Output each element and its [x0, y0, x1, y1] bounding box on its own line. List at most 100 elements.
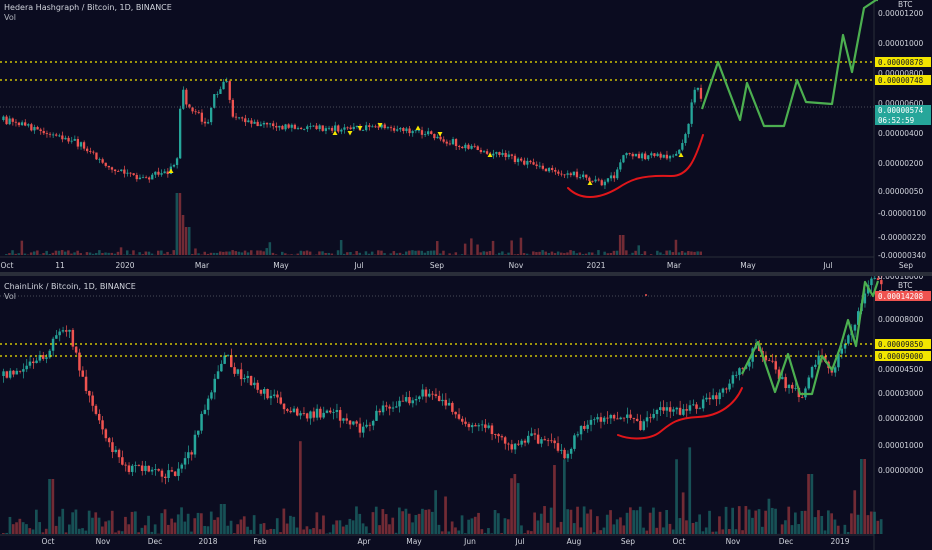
chart-pane-hbar-btc[interactable]: 0.00001200 0.00001000 0.00000800 0.00000600… [0, 0, 932, 272]
candle-body [64, 137, 67, 140]
time-tick-label: Dec [779, 537, 794, 546]
volume-bar [556, 527, 560, 534]
candle-body [408, 128, 411, 134]
candle-body [349, 127, 352, 130]
candle-body [695, 404, 698, 409]
volume-bar [188, 227, 191, 255]
candle-body [566, 173, 569, 175]
volume-bar [322, 515, 325, 534]
link-btc-chart[interactable]: 0.000160000.000120000.000080000.00006000… [0, 276, 932, 550]
volume-label[interactable]: Vol [4, 292, 16, 301]
candle-body [324, 128, 327, 131]
price-tick-label: 0.00000400 [878, 129, 924, 138]
volume-bar [57, 250, 61, 255]
candle-body [692, 404, 695, 406]
volume-label[interactable]: Vol [4, 13, 16, 22]
candle-body [527, 435, 530, 443]
volume-bar [677, 252, 681, 255]
candle-body [231, 99, 234, 117]
candle-body [216, 371, 220, 379]
candle-body [200, 413, 203, 431]
candle-body [553, 440, 556, 444]
volume-bar [553, 253, 557, 255]
volume-bar [45, 250, 48, 255]
volume-bar [704, 527, 708, 534]
volume-bar [20, 240, 24, 255]
volume-bar [11, 250, 14, 255]
volume-bar [383, 253, 386, 255]
candle-body [35, 360, 38, 364]
volume-bar [120, 531, 124, 534]
candle-body [45, 357, 48, 359]
candle-body [98, 413, 101, 421]
candle-body [281, 125, 284, 130]
candle-body [104, 429, 108, 439]
volume-bar [454, 527, 457, 534]
candle-body [602, 417, 606, 422]
candle-body [140, 465, 144, 471]
candle-body [550, 440, 553, 442]
time-tick-label: 2019 [830, 537, 849, 546]
volume-bar [662, 254, 665, 255]
volume-bar [157, 250, 160, 255]
volume-bar [370, 251, 374, 255]
candle-body [699, 87, 703, 99]
candle-body [107, 438, 111, 443]
candle-body [520, 158, 523, 161]
volume-bar [721, 529, 725, 534]
candle-body [485, 151, 489, 154]
volume-bar [543, 506, 546, 534]
candle-body [183, 458, 187, 465]
volume-bar [784, 520, 787, 534]
volume-bar [48, 253, 51, 255]
candle-body [2, 116, 5, 120]
symbol-title[interactable]: Hedera Hashgraph / Bitcoin, 1D, BINANCE [4, 3, 172, 12]
volume-bar [127, 524, 131, 534]
volume-bar [747, 509, 751, 534]
hbar-btc-chart[interactable]: 0.00001200 0.00001000 0.00000800 0.00000600… [0, 0, 932, 272]
candle-body [114, 449, 117, 453]
volume-bar [61, 508, 65, 534]
candle-body [157, 469, 160, 471]
volume-bar [810, 474, 814, 534]
candle-body [837, 353, 840, 368]
pane-divider[interactable] [0, 272, 932, 276]
volume-series [2, 441, 883, 534]
candle-body [444, 399, 447, 406]
candle-body [448, 143, 451, 145]
candle-body [423, 134, 427, 136]
level-price-tag-label: 0.00000878 [878, 58, 924, 67]
volume-bar [606, 253, 609, 255]
candle-body [210, 107, 213, 123]
candle-body [414, 130, 417, 132]
volume-bar [513, 474, 517, 534]
candle-body [292, 408, 296, 413]
volume-bar [603, 251, 606, 255]
candle-body [738, 368, 741, 375]
volume-bar [879, 519, 883, 534]
volume-bar [196, 512, 200, 534]
candle-body [408, 397, 411, 404]
chart-pane-link-btc[interactable]: 0.000160000.000120000.000080000.00006000… [0, 276, 932, 550]
candle-body [546, 440, 550, 442]
candle-body [535, 164, 538, 166]
volume-bar [761, 526, 764, 534]
volume-bar [153, 524, 157, 534]
volume-bar [150, 253, 154, 255]
candle-body [32, 361, 35, 364]
volume-bar [477, 512, 480, 534]
candle-body [503, 437, 507, 444]
candle-body [591, 180, 594, 182]
candle-body [402, 128, 405, 132]
candle-body [814, 364, 817, 367]
symbol-title[interactable]: ChainLink / Bitcoin, 1D, BINANCE [4, 282, 136, 291]
volume-bar [394, 532, 398, 534]
volume-bar [330, 253, 334, 255]
candle-body [800, 397, 804, 398]
candle-body [71, 329, 75, 347]
volume-bar [209, 252, 213, 255]
volume-bar [671, 252, 675, 255]
candle-body [241, 117, 244, 119]
support-curve-drawing [617, 387, 743, 440]
candle-body [575, 171, 579, 178]
